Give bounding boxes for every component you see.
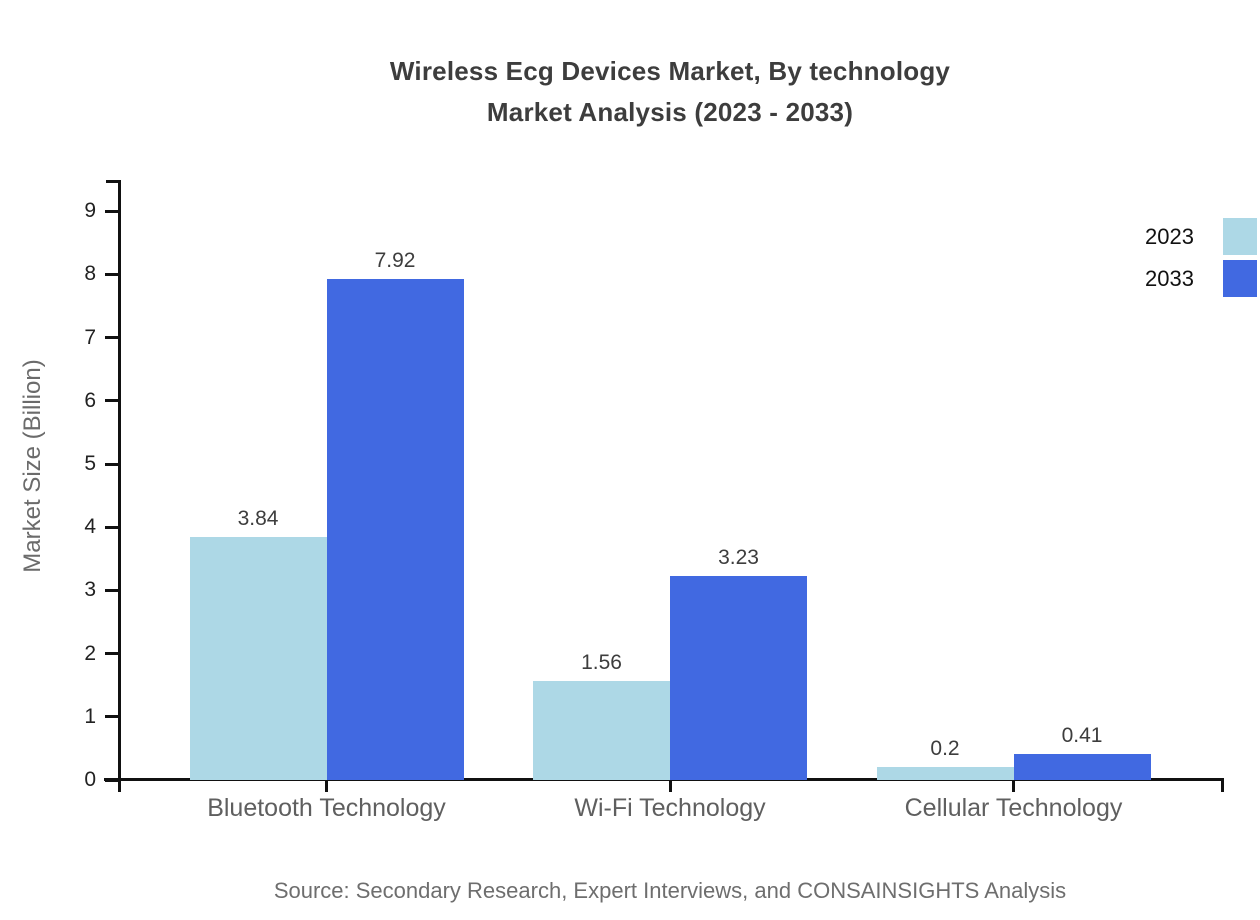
y-axis-tick (105, 399, 118, 403)
y-axis-line (118, 180, 121, 792)
bar-value-label: 1.56 (581, 651, 622, 675)
source-note: Source: Secondary Research, Expert Inter… (273, 878, 1067, 903)
x-axis-tick (325, 780, 328, 792)
legend-row-2033: 2033 (1136, 260, 1257, 297)
x-axis-end-cap (1221, 778, 1224, 792)
category-label: Wi-Fi Technology (574, 794, 766, 822)
bar-2023-cellular-technology (876, 767, 1014, 780)
y-axis-top-cap (106, 180, 118, 183)
x-axis-tick (1012, 780, 1015, 792)
bar-2023-wi-fi-technology (533, 681, 670, 780)
bar-value-label: 3.23 (718, 545, 759, 569)
y-axis-tick-label: 1 (84, 704, 96, 728)
category-label: Bluetooth Technology (207, 794, 446, 822)
y-axis-tick-label: 2 (84, 641, 96, 665)
y-axis-tick (105, 336, 118, 340)
y-axis-tick (105, 778, 118, 782)
y-axis-tick-label: 0 (84, 768, 96, 791)
y-axis-tick (105, 462, 118, 466)
y-axis-tick (105, 715, 118, 719)
y-axis-tick-label: 8 (84, 262, 96, 286)
y-axis-tick (105, 525, 118, 529)
legend-label-2023: 2023 (1145, 223, 1194, 249)
chart-title-line1: Wireless Ecg Devices Market, By technolo… (389, 56, 951, 86)
category-label: Cellular Technology (904, 794, 1123, 822)
bar-2033-wi-fi-technology (670, 575, 807, 780)
bar-value-label: 0.2 (930, 737, 960, 761)
legend-row-2023: 2023 (1136, 218, 1257, 255)
legend-swatch-2023 (1223, 218, 1257, 255)
legend-swatch-2033 (1223, 260, 1257, 297)
bar-2023-bluetooth-technology (189, 537, 327, 780)
y-axis-tick (105, 652, 118, 656)
bar-value-label: 7.92 (374, 249, 416, 273)
y-axis-tick-label: 9 (84, 199, 96, 223)
bar-2033-bluetooth-technology (326, 279, 464, 780)
y-axis-tick-label: 3 (84, 578, 96, 602)
legend-label-2033: 2033 (1145, 265, 1194, 291)
y-axis-tick (105, 588, 118, 592)
y-axis-tick (105, 209, 118, 213)
bar-2033-cellular-technology (1013, 754, 1151, 780)
bar-value-label: 3.84 (237, 507, 279, 531)
y-axis-tick-label: 6 (84, 388, 96, 412)
y-axis-tick-label: 7 (84, 325, 96, 349)
x-axis-tick (668, 780, 672, 792)
y-axis-tick-label: 4 (84, 515, 96, 539)
y-axis-tick-label: 5 (84, 452, 96, 475)
y-axis-tick (105, 272, 118, 276)
chart-title-line2: Market Analysis (2023 - 2033) (486, 97, 854, 127)
bar-value-label: 0.41 (1061, 724, 1103, 748)
chart-title: Wireless Ecg Devices Market, By technolo… (80, 51, 1260, 133)
legend: 2023 2033 (1136, 218, 1257, 302)
